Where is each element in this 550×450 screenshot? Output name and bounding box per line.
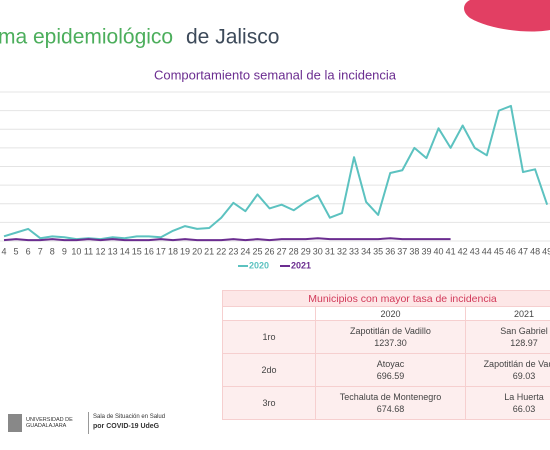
x-tick-label: 29 <box>301 246 311 256</box>
rate: 66.03 <box>512 404 536 414</box>
rank-cell: 3ro <box>222 386 316 420</box>
x-tick-label: 34 <box>361 246 371 256</box>
x-tick-label: 31 <box>325 246 335 256</box>
decor-blob <box>464 0 550 32</box>
cell: Atoyac 696.59 <box>315 353 466 387</box>
header-cell <box>222 306 316 321</box>
x-tick-label: 24 <box>240 246 250 256</box>
header-cell: 2020 <box>315 306 466 321</box>
rate: 128.97 <box>510 338 538 348</box>
divider <box>88 412 89 434</box>
table-title-row: Municipios con mayor tasa de incidencia <box>221 290 550 307</box>
title-dark: de Jalisco <box>186 26 279 49</box>
table: Municipios con mayor tasa de incidencia 2… <box>221 290 550 420</box>
x-tick-label: 17 <box>156 246 166 256</box>
line-series <box>3 104 549 241</box>
cell: La Huerta 66.03 <box>464 386 550 420</box>
cell: Zapotitlán de Vadillo 1237.30 <box>315 320 466 354</box>
x-tick-label: 12 <box>96 246 106 256</box>
rate: 69.03 <box>512 371 536 381</box>
x-tick-label: 26 <box>265 246 275 256</box>
municipio: San Gabriel <box>500 326 548 336</box>
title-green: ma epidemiológico <box>0 26 173 49</box>
table-row: 1ro Zapotitlán de Vadillo 1237.30 San Gabri… <box>222 320 550 354</box>
sala: Sala de Situación en Salud <box>93 414 166 420</box>
x-tick-label: 16 <box>144 246 154 256</box>
x-tick-label: 14 <box>120 246 130 256</box>
rank-cell: 1ro <box>222 320 316 354</box>
municipio: Atoyac <box>376 359 405 369</box>
x-tick-label: 5 <box>14 246 19 256</box>
table-row: 2do Atoyac 696.59 Zapotitlán de Vadillo 69.0… <box>222 353 550 387</box>
table-title: Municipios con mayor tasa de incidencia <box>221 290 550 307</box>
x-tick-label: 19 <box>180 246 190 256</box>
covid: por COVID-19 UdeG <box>93 423 160 430</box>
rate: 1237.30 <box>374 338 407 348</box>
x-tick-label: 30 <box>313 246 323 256</box>
legend-label: 2021 <box>291 260 311 270</box>
x-tick-label: 48 <box>530 246 540 256</box>
x-tick-label: 11 <box>84 246 93 256</box>
x-tick-label: 18 <box>168 246 178 256</box>
x-tick-label: 38 <box>409 246 419 256</box>
x-tick-label: 46 <box>506 246 516 256</box>
x-tick-label: 37 <box>397 246 407 256</box>
x-tick-label: 32 <box>337 246 347 256</box>
x-tick-label: 44 <box>482 246 492 256</box>
logo <box>8 414 22 432</box>
x-tick-label: 20 <box>192 246 202 256</box>
x-tick-label: 35 <box>373 246 383 256</box>
header-cell: 2021 <box>464 306 550 321</box>
x-tick-label: 40 <box>434 246 444 256</box>
x-tick-label: 10 <box>71 246 81 256</box>
x-tick-label: 36 <box>385 246 395 256</box>
x-tick-label: 7 <box>38 246 43 256</box>
rank-cell: 2do <box>222 353 316 387</box>
x-tick-label: 39 <box>421 246 431 256</box>
rate: 674.68 <box>376 404 405 414</box>
x-tick-label: 33 <box>349 246 359 256</box>
x-tick-label: 42 <box>458 246 468 256</box>
x-tick-label: 28 <box>289 246 299 256</box>
x-tick-label: 13 <box>108 246 118 256</box>
x-tick-label: 43 <box>470 246 480 256</box>
cell: Zapotitlán de Vadillo 69.03 <box>464 353 550 387</box>
cell: San Gabriel 128.97 <box>464 320 550 354</box>
x-tick-label: 41 <box>446 246 456 256</box>
cell: Techaluta de Montenegro 674.68 <box>315 386 466 420</box>
x-tick-label: 22 <box>216 246 226 256</box>
university: UNIVERSIDAD DE GUADALAJARA <box>26 417 73 429</box>
table-row: 3ro Techaluta de Montenegro 674.68 La Huert… <box>222 386 550 420</box>
municipio: La Huerta <box>504 392 544 402</box>
x-tick-label: 27 <box>277 246 287 256</box>
x-tick-label: 47 <box>518 246 528 256</box>
x-tick-label: 4 <box>1 246 6 256</box>
x-tick-label: 45 <box>494 246 504 256</box>
x-tick-label: 21 <box>204 246 214 256</box>
municipio: Zapotitlán de Vadillo <box>350 326 431 336</box>
x-tick-label: 8 <box>50 246 55 256</box>
x-tick-label: 23 <box>228 246 238 256</box>
legend-label: 2020 <box>249 260 269 270</box>
municipio: Techaluta de Montenegro <box>339 392 442 402</box>
chart-title: Comportamiento semanal de la incidencia <box>154 67 397 82</box>
x-tick-label: 49 <box>542 246 550 256</box>
line-series <box>3 237 451 242</box>
municipio: Zapotitlán de Vadillo <box>483 359 550 369</box>
x-tick-label: 15 <box>132 246 142 256</box>
header-row: 2020 2021 <box>222 306 550 321</box>
x-tick-label: 25 <box>252 246 262 256</box>
x-tick-label: 6 <box>26 246 31 256</box>
x-tick-label: 9 <box>62 246 67 256</box>
rate: 696.59 <box>376 371 405 381</box>
